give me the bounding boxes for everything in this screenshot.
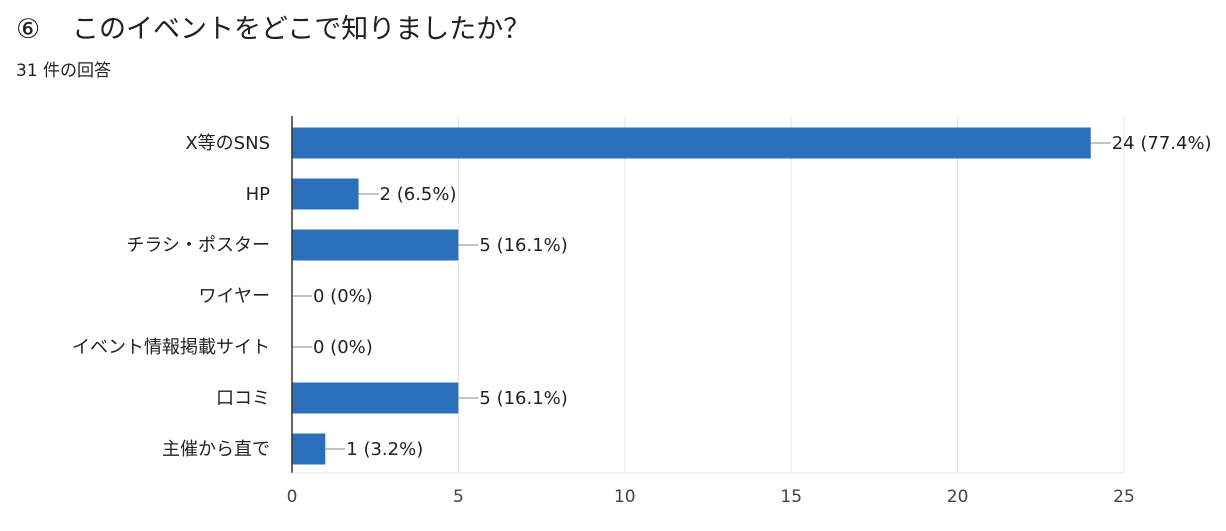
category-label: イベント情報掲載サイト	[72, 337, 270, 358]
value-label: 5 (16.1%)	[479, 235, 567, 256]
category-label: チラシ・ポスター	[126, 235, 270, 256]
category-label: 口コミ	[216, 388, 270, 409]
bar	[292, 178, 359, 210]
response-count: 31 件の回答	[16, 61, 112, 81]
x-tick-label: 0	[287, 487, 298, 507]
category-label: 主催から直で	[162, 439, 270, 460]
value-label: 24 (77.4%)	[1112, 133, 1212, 154]
value-label: 1 (3.2%)	[346, 439, 423, 460]
question-text: このイベントをどこで知りましたか？	[72, 14, 531, 45]
value-label: 5 (16.1%)	[479, 388, 567, 409]
question-title: ⑥ このイベントをどこで知りましたか？	[16, 10, 530, 50]
value-label: 2 (6.5%)	[380, 184, 457, 205]
question-number: ⑥	[16, 14, 41, 45]
value-label: 0 (0%)	[313, 286, 373, 307]
x-tick-label: 5	[453, 487, 464, 507]
bar	[292, 382, 459, 414]
value-label: 0 (0%)	[313, 337, 373, 358]
category-label: HP	[246, 184, 271, 205]
x-tick-label: 10	[614, 487, 636, 507]
bar	[292, 229, 459, 261]
x-tick-label: 20	[947, 487, 969, 507]
category-label: ワイヤー	[199, 286, 270, 307]
x-tick-label: 25	[1113, 487, 1135, 507]
bar	[292, 433, 326, 465]
bar	[292, 127, 1091, 159]
x-tick-label: 15	[780, 487, 802, 507]
category-label: X等のSNS	[185, 133, 270, 154]
